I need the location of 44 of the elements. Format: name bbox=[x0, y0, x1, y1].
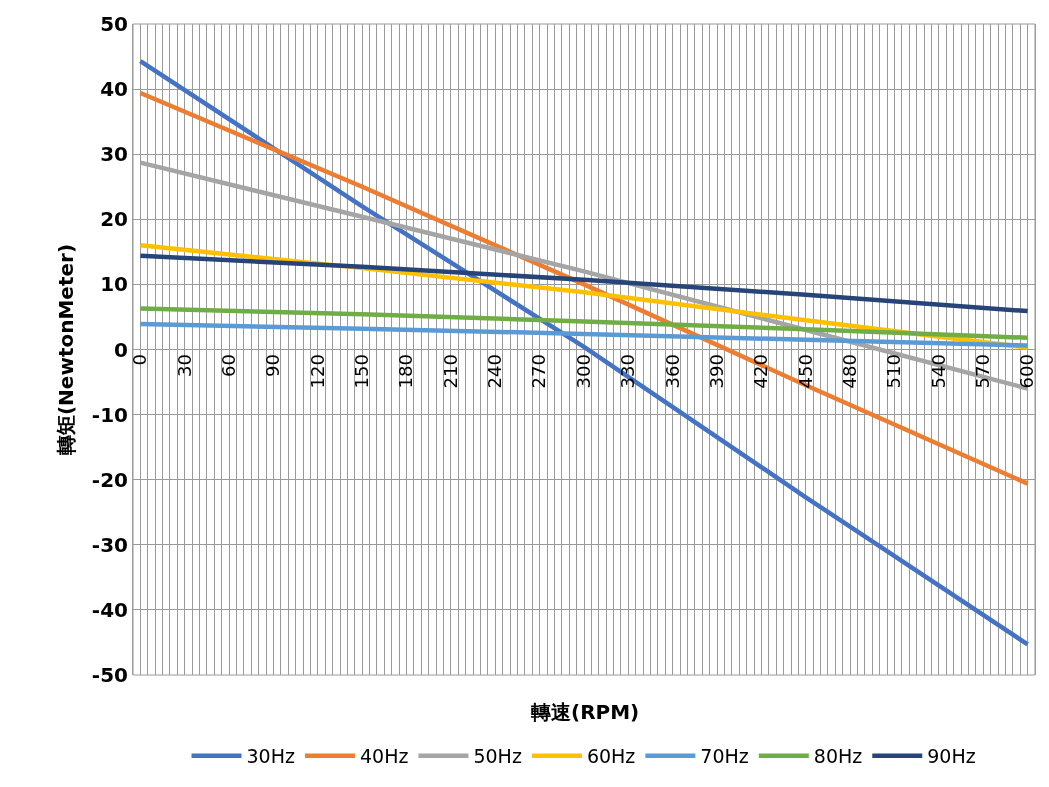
y-tick-label: -10 bbox=[91, 402, 128, 427]
y-tick-label: 30 bbox=[100, 142, 128, 167]
x-tick-label: 0 bbox=[129, 354, 151, 366]
x-tick-label: 300 bbox=[572, 354, 594, 389]
y-tick-label: 0 bbox=[114, 337, 128, 362]
x-tick-label: 180 bbox=[395, 354, 417, 389]
x-tick-label: 510 bbox=[883, 354, 905, 389]
x-tick-label: 30 bbox=[173, 354, 195, 378]
legend-label: 60Hz bbox=[586, 745, 636, 768]
x-tick-label: 480 bbox=[839, 354, 861, 389]
legend-label: 70Hz bbox=[700, 745, 749, 768]
x-tick-label: 240 bbox=[484, 354, 506, 389]
y-axis-title: 轉矩(NewtonMeter) bbox=[54, 243, 79, 457]
x-tick-label: 360 bbox=[661, 354, 683, 389]
x-tick-label: 570 bbox=[972, 354, 994, 389]
line-series bbox=[138, 321, 1030, 348]
x-tick-label: 210 bbox=[439, 354, 461, 389]
y-tick-label: 40 bbox=[100, 77, 128, 102]
legend-label: 30Hz bbox=[246, 745, 295, 768]
legend-label: 80Hz bbox=[813, 745, 863, 768]
y-tick-label: -50 bbox=[91, 663, 128, 687]
y-tick-label: 50 bbox=[100, 12, 128, 36]
y-tick-label: -20 bbox=[91, 467, 128, 492]
x-tick-label: 270 bbox=[528, 354, 550, 389]
legend-label: 40Hz bbox=[359, 745, 409, 768]
x-tick-label: 450 bbox=[794, 354, 816, 389]
y-tick-label: 10 bbox=[100, 272, 128, 297]
legend-label: 50Hz bbox=[473, 745, 522, 768]
y-tick-label: -30 bbox=[91, 532, 128, 557]
legend-label: 90Hz bbox=[927, 745, 976, 768]
line-series bbox=[138, 306, 1030, 341]
x-tick-label: 120 bbox=[306, 354, 328, 389]
y-tick-label: 20 bbox=[100, 207, 128, 232]
x-tick-label: 390 bbox=[705, 354, 727, 389]
x-tick-label: 420 bbox=[750, 354, 772, 389]
x-tick-label: 90 bbox=[262, 354, 284, 378]
x-tick-label: 150 bbox=[351, 354, 373, 389]
x-tick-label: 540 bbox=[927, 354, 949, 389]
x-axis-title: 轉速(RPM) bbox=[530, 700, 640, 724]
x-tick-label: 600 bbox=[1016, 354, 1038, 389]
x-tick-label: 330 bbox=[617, 354, 639, 389]
x-tick-label: 60 bbox=[217, 354, 239, 378]
line-series bbox=[138, 253, 1030, 314]
y-tick-label: -40 bbox=[91, 597, 128, 622]
